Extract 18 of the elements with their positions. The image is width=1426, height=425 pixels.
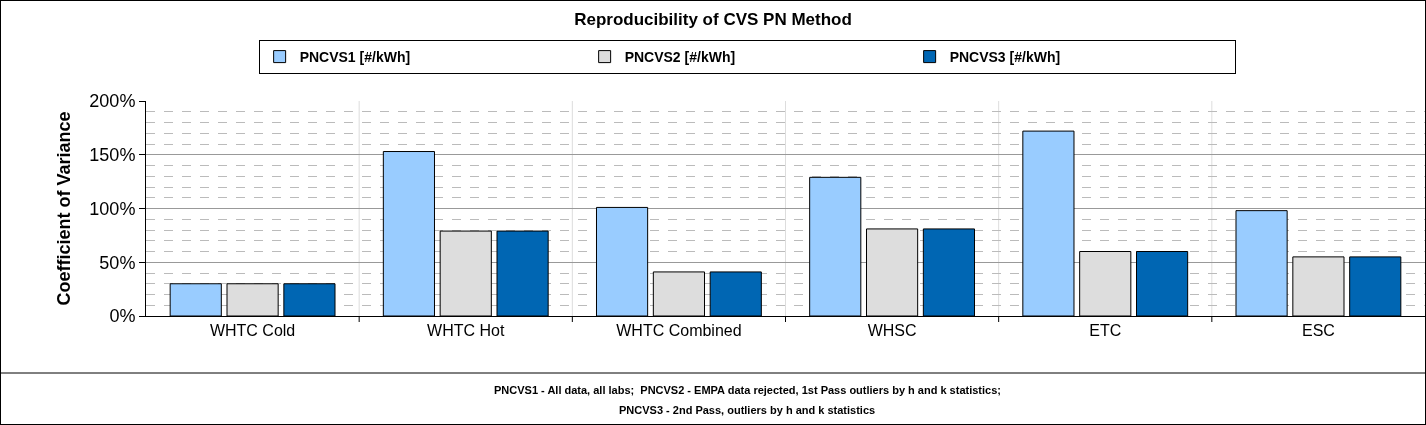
y-tick-label: 50% [99, 252, 136, 273]
x-tick-label: WHTC Combined [616, 322, 742, 340]
text: PNCVS1 - All data, all labs; PNCVS2 - EMPA data rejected, 1st Pass outliers by h and k statistics; [494, 384, 1001, 396]
y-tick-label: 150% [89, 145, 136, 166]
x-tick-label: WHSC [867, 322, 917, 340]
x-tick-label: ESC [1301, 322, 1335, 340]
y-tick-label: 200% [89, 91, 136, 112]
x-tick-label: WHTC Cold [209, 322, 296, 340]
legend-label: PNCVS3 [#/kWh] [949, 49, 1061, 66]
legend-label: PNCVS2 [#/kWh] [624, 49, 736, 66]
legend-label: PNCVS1 [#/kWh] [299, 49, 411, 66]
y-tick-label: 0% [109, 306, 136, 327]
x-tick-label: ETC [1089, 322, 1122, 340]
chart-title: Reproducibility of CVS PN Method [574, 9, 852, 29]
y-tick-label: 100% [89, 198, 136, 219]
x-tick-label: WHTC Hot [427, 322, 505, 340]
y-axis-title: Coefficient of Variance [53, 111, 74, 306]
text: PNCVS3 - 2nd Pass, outliers by h and k statistics [619, 404, 876, 416]
